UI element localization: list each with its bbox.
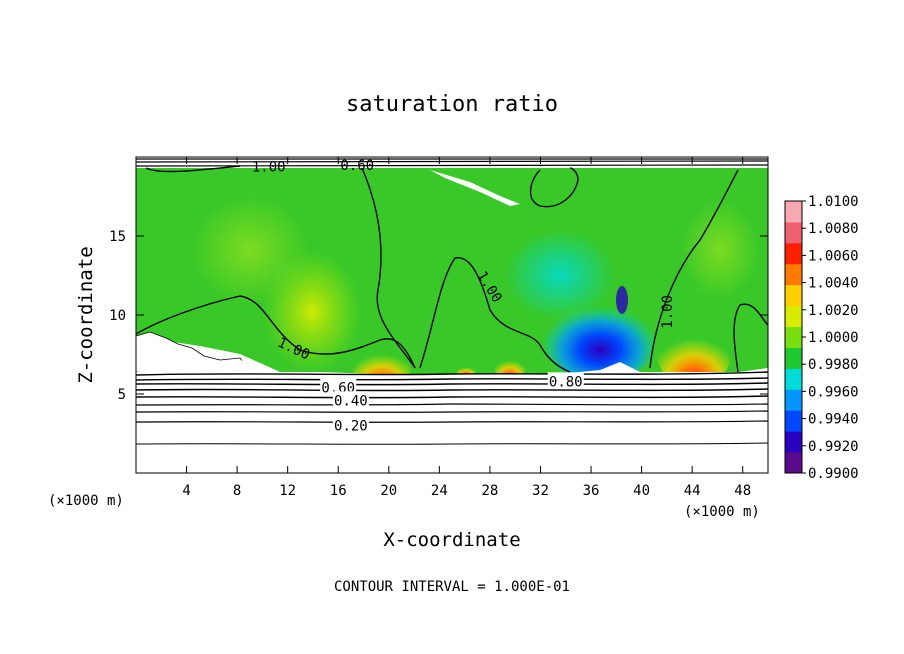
colorbar-label: 0.9980 [808, 357, 859, 373]
contour-lines [136, 158, 768, 445]
supersaturation-region [494, 352, 526, 380]
colorbar-label: 0.9900 [808, 466, 859, 482]
colorbar-label: 1.0000 [808, 330, 859, 346]
y-axis-label: Z-coordinate [75, 246, 97, 383]
colorbar-swatch [785, 263, 802, 286]
contour-interval-note: CONTOUR INTERVAL = 1.000E-01 [334, 579, 570, 595]
x-tick-label: 24 [431, 483, 448, 499]
colorbar: 1.0100 1.0080 1.0060 1.0040 1.0020 1.0000 0.99… [784, 194, 859, 482]
contour-label: 0.60 [340, 158, 374, 174]
colorbar-swatch [785, 201, 802, 223]
contour-label: 1.00 [660, 295, 676, 329]
low-saturation-region [505, 230, 615, 320]
plot-area [136, 157, 768, 473]
colorbar-label: 1.0100 [808, 194, 859, 210]
y-tick-label: 15 [109, 229, 126, 245]
chart-title: saturation ratio [346, 92, 558, 117]
colorbar-swatch [785, 326, 802, 348]
x-tick-label: 12 [279, 483, 296, 499]
contour-labels: 1.00 0.601.001.001.000.800.600.400.20 [252, 158, 676, 435]
x-axis-label: X-coordinate [383, 529, 520, 551]
colorbar-swatch [785, 347, 802, 369]
x-tick-label: 8 [233, 483, 241, 499]
x-tick-label: 28 [481, 483, 498, 499]
contour-label: 0.80 [547, 372, 584, 390]
x-tick-label: 36 [583, 483, 600, 499]
x-tick-label: 4 [182, 483, 190, 499]
colorbar-swatch [785, 368, 802, 390]
colorbar-label: 0.9940 [808, 412, 859, 428]
dry-streak [430, 170, 520, 206]
svg-text:0.80: 0.80 [549, 374, 583, 390]
low-saturation-core [545, 302, 655, 382]
lower-region [136, 360, 768, 473]
contour-label: 1.00 [252, 159, 286, 175]
supersaturation-region [456, 364, 476, 376]
colorbar-label: 1.0040 [808, 276, 859, 292]
svg-text:0.20: 0.20 [334, 419, 368, 435]
svg-text:0.40: 0.40 [334, 393, 368, 409]
colorbar-swatch [785, 221, 802, 244]
svg-text:1.00: 1.00 [660, 295, 676, 329]
colorbar-label: 1.0060 [808, 248, 859, 264]
y-axis: 5 10 15 [109, 229, 768, 403]
svg-text:1.00: 1.00 [252, 159, 286, 175]
x-tick-label: 40 [633, 483, 650, 499]
colorbar-swatch [785, 284, 802, 307]
saturation-region [190, 195, 310, 305]
x-axis-unit: (×1000 m) [684, 504, 760, 520]
y-tick-label: 5 [118, 387, 126, 403]
x-tick-label: 20 [380, 483, 397, 499]
colorbar-label: 1.0080 [808, 221, 859, 237]
colorbar-label: 0.9960 [808, 384, 859, 400]
x-tick-label: 48 [734, 483, 751, 499]
contour-label: 0.20 [332, 416, 369, 435]
colorbar-swatch [785, 389, 802, 411]
colorbar-swatch [785, 410, 802, 432]
y-tick-label: 10 [109, 308, 126, 324]
contour-label: 0.40 [332, 391, 369, 409]
colorbar-swatch [785, 305, 802, 328]
x-axis: 4 8 12 16 20 24 28 32 36 40 44 48 [182, 157, 751, 499]
colorbar-label: 0.9920 [808, 439, 859, 455]
top-band [136, 157, 768, 168]
colorbar-label: 1.0020 [808, 303, 859, 319]
colorbar-swatch [785, 242, 802, 265]
colorbar-swatch [785, 452, 802, 474]
colorbar-swatch [785, 431, 802, 453]
x-tick-label: 44 [684, 483, 701, 499]
svg-text:0.60: 0.60 [340, 158, 374, 174]
z-axis-unit: (×1000 m) [48, 493, 124, 509]
x-tick-label: 32 [532, 483, 549, 499]
low-saturation-core [616, 286, 628, 314]
supersaturation-region [656, 318, 732, 386]
x-tick-label: 16 [330, 483, 347, 499]
saturation-region [680, 200, 760, 300]
